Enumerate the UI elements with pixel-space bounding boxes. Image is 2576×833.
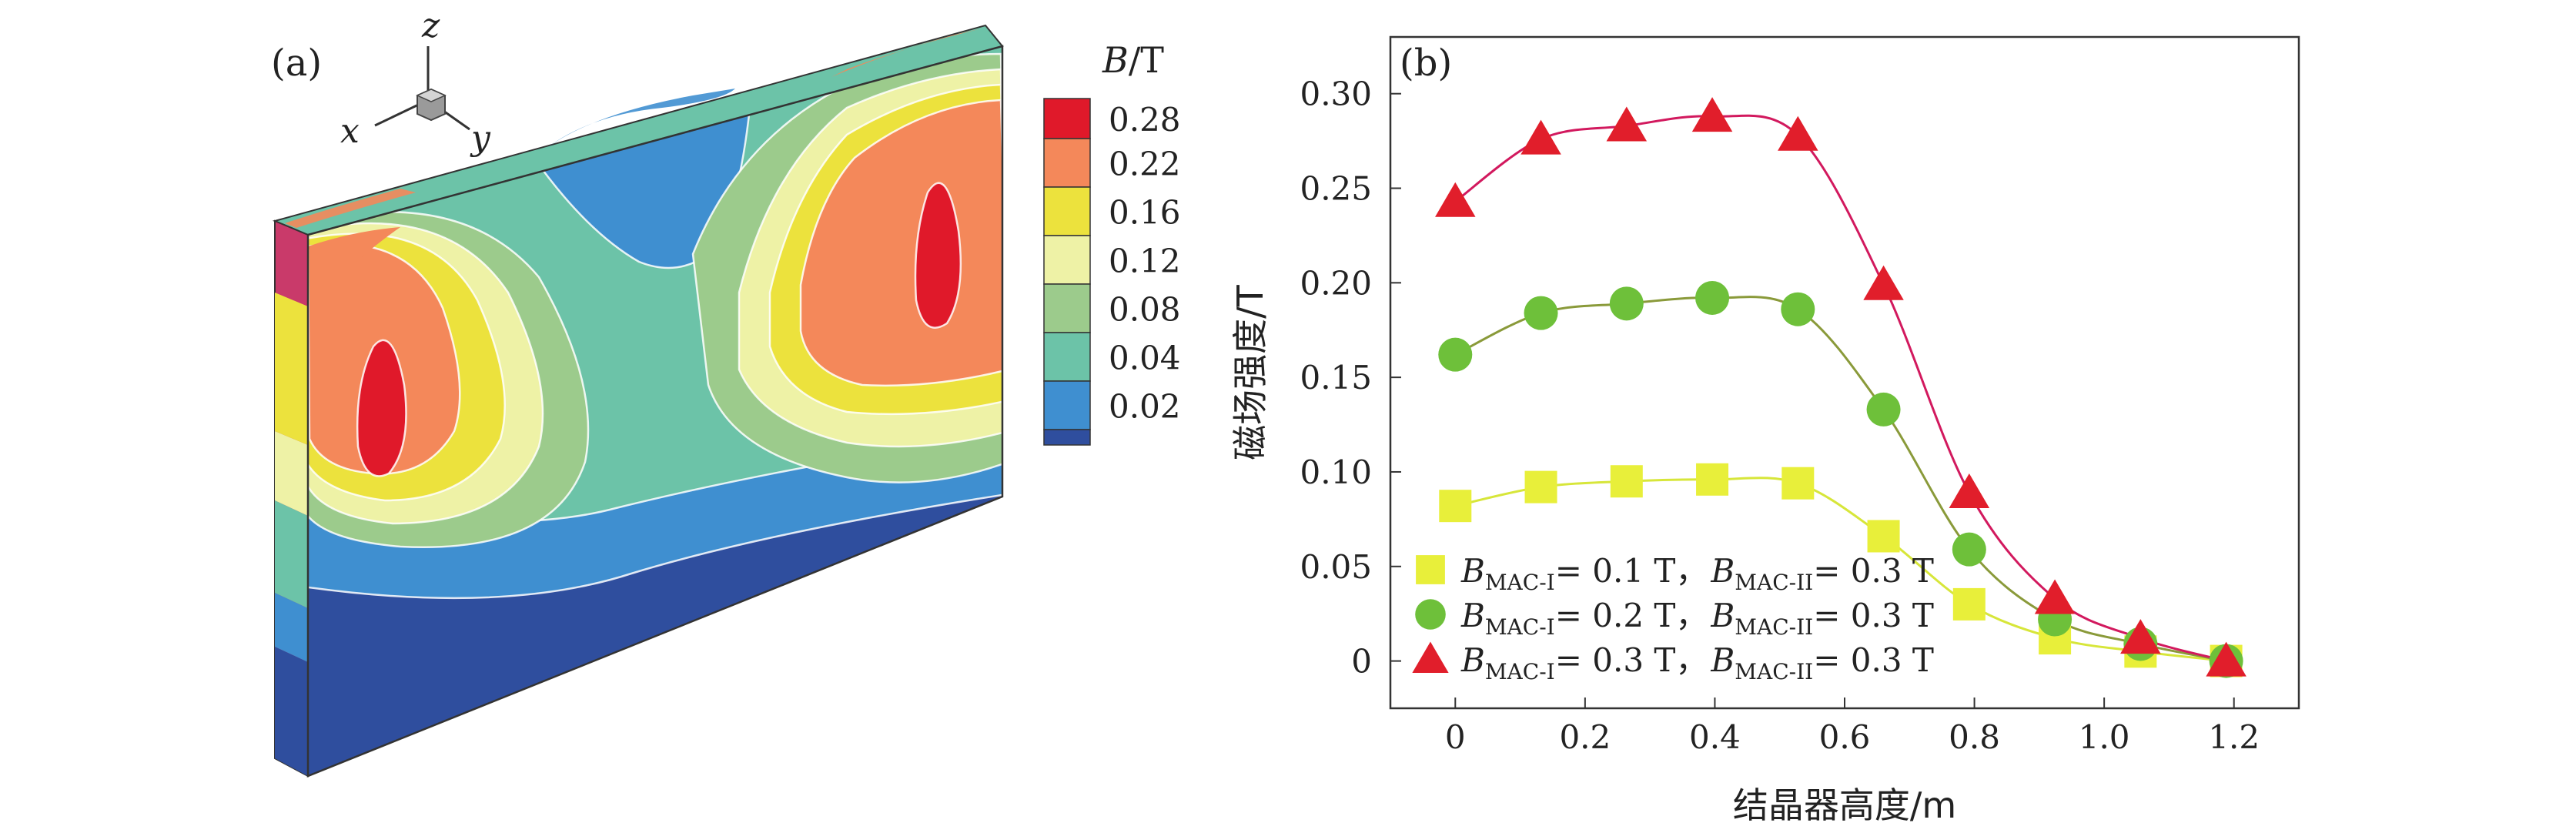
series-2-point-6: [1952, 532, 1986, 567]
panel-a-contour-3d: (a) z x y: [271, 6, 1181, 778]
series-2-point-0: [1438, 337, 1473, 372]
series-1-point-6: [1952, 587, 1986, 621]
series-3-point-9: [2206, 641, 2246, 677]
panel-a-label: (a): [271, 42, 322, 85]
legend-marker-1: [1416, 555, 1445, 584]
y-tick-label: 0: [1351, 643, 1372, 681]
colorbar-label-0: 0.28: [1109, 101, 1181, 139]
legend-text-part: MAC-I: [1485, 659, 1555, 684]
x-axis-title: 结晶器高度/m: [1733, 784, 1956, 826]
series-1-point-4: [1781, 467, 1815, 500]
colorbar-swatch-1: [1043, 138, 1091, 188]
y-tick-label: 0.15: [1300, 359, 1372, 396]
series-line-3: [1454, 114, 2226, 663]
colorbar-swatch-4: [1043, 283, 1091, 333]
colorbar-title-var: B: [1102, 39, 1129, 81]
series-3-point-5: [1863, 265, 1904, 300]
legend-text-part: = 0.3 T: [1813, 641, 1934, 679]
slab-front-face: [308, 46, 1002, 776]
x-tick-label: 0.6: [1819, 718, 1871, 756]
series-2-point-4: [1781, 292, 1815, 326]
series-3-point-8: [2120, 619, 2161, 654]
series-3-point-2: [1606, 106, 1648, 142]
colorbar-swatch-0: [1043, 98, 1091, 139]
series-3-point-0: [1435, 182, 1476, 217]
legend-text-part: MAC-I: [1485, 570, 1555, 595]
x-tick-label: 0: [1445, 718, 1466, 756]
legend-label-2: BMAC-I= 0.2 T，BMAC-II= 0.3 T: [1460, 597, 1934, 640]
colorbar-label-1: 0.22: [1109, 146, 1181, 183]
legend-text-part: B: [1710, 597, 1735, 634]
y-tick-label: 0.25: [1300, 170, 1372, 208]
legend-text-part: MAC-II: [1735, 570, 1813, 595]
y-axis: 0 0.05 0.10 0.15 0.20 0.25 0.30: [1300, 75, 1401, 681]
y-tick-label: 0.10: [1300, 453, 1372, 491]
colorbar-label-5: 0.04: [1109, 340, 1181, 377]
colorbar-title-unit: /T: [1129, 39, 1164, 81]
y-tick-label: 0.20: [1300, 264, 1372, 302]
x-tick-label: 1.2: [2208, 718, 2260, 756]
x-tick-label: 0.2: [1559, 718, 1611, 756]
series-3-point-3: [1691, 97, 1733, 132]
y-tick-label: 0.05: [1300, 548, 1372, 586]
colorbar-title: B/T: [1102, 39, 1164, 81]
series-2-point-1: [1524, 296, 1558, 330]
series-3-point-1: [1521, 119, 1561, 155]
series-line-2: [1454, 296, 2226, 663]
legend-text-part: B: [1460, 552, 1485, 590]
colorbar-label-2: 0.16: [1109, 194, 1181, 232]
legend-marker-3: [1412, 641, 1449, 673]
panel-b-line-chart: (b) 0 0.2 0.4 0.6 0.8 1.0 1.2 0 0.05 0.10 0.15 0.2…: [1229, 35, 2300, 826]
series-3-point-4: [1778, 115, 1818, 151]
series-markers: [1435, 97, 2246, 678]
legend-text-part: B: [1460, 641, 1485, 679]
legend-text-part: = 0.3 T，: [1555, 641, 1708, 679]
series-2-point-3: [1695, 280, 1730, 315]
axis-z-label: z: [421, 6, 440, 45]
series-1-point-3: [1696, 463, 1729, 496]
colorbar-swatch-7: [1043, 429, 1091, 446]
legend-marker-2: [1415, 599, 1446, 630]
legend-text-part: = 0.3 T: [1813, 552, 1934, 590]
legend-label-3: BMAC-I= 0.3 T，BMAC-II= 0.3 T: [1460, 641, 1934, 684]
legend-text-part: B: [1710, 641, 1735, 679]
y-axis-title: 磁场强度/T: [1229, 284, 1271, 460]
series-3-point-6: [1949, 473, 1990, 508]
colorbar-swatch-3: [1043, 235, 1091, 285]
series-1-point-1: [1524, 470, 1557, 503]
series-3-point-7: [2034, 579, 2076, 614]
legend-text-part: MAC-II: [1735, 659, 1813, 684]
colorbar-swatch-6: [1043, 380, 1091, 430]
series-1-point-5: [1867, 520, 1900, 553]
legend-label-1: BMAC-I= 0.1 T，BMAC-II= 0.3 T: [1460, 552, 1934, 595]
legend-text-part: = 0.3 T: [1813, 597, 1934, 634]
x-axis: 0 0.2 0.4 0.6 0.8 1.0 1.2: [1445, 698, 2260, 756]
x-tick-label: 1.0: [2079, 718, 2130, 756]
x-tick-label: 0.8: [1949, 718, 2000, 756]
series-1-point-2: [1610, 465, 1643, 498]
colorbar-swatch-5: [1043, 332, 1091, 382]
y-tick-label: 0.30: [1300, 75, 1372, 113]
colorbar-label-3: 0.12: [1109, 243, 1181, 280]
x-tick-label: 0.4: [1689, 718, 1741, 756]
legend-text-part: MAC-II: [1735, 614, 1813, 640]
legend-text-part: B: [1710, 552, 1735, 590]
series-1-point-0: [1439, 490, 1472, 523]
axis-y-label: y: [470, 119, 491, 158]
legend-text-part: = 0.2 T，: [1555, 597, 1708, 634]
colorbar-swatch-2: [1043, 186, 1091, 236]
legend-text-part: B: [1460, 597, 1485, 634]
series-2-point-2: [1609, 286, 1644, 321]
legend-text-part: = 0.1 T，: [1555, 552, 1708, 590]
colorbar-label-6: 0.02: [1109, 388, 1181, 426]
legend-text-part: MAC-I: [1485, 614, 1555, 640]
axis-x-label: x: [340, 112, 360, 151]
panel-b-label: (b): [1400, 42, 1452, 85]
series-curves: [1454, 114, 2226, 663]
colorbar: 0.28 0.22 0.16 0.12 0.08 0.04 0.02: [1043, 98, 1181, 446]
colorbar-label-4: 0.08: [1109, 291, 1181, 329]
series-line-1: [1454, 477, 2226, 663]
series-2-point-5: [1866, 392, 1901, 427]
